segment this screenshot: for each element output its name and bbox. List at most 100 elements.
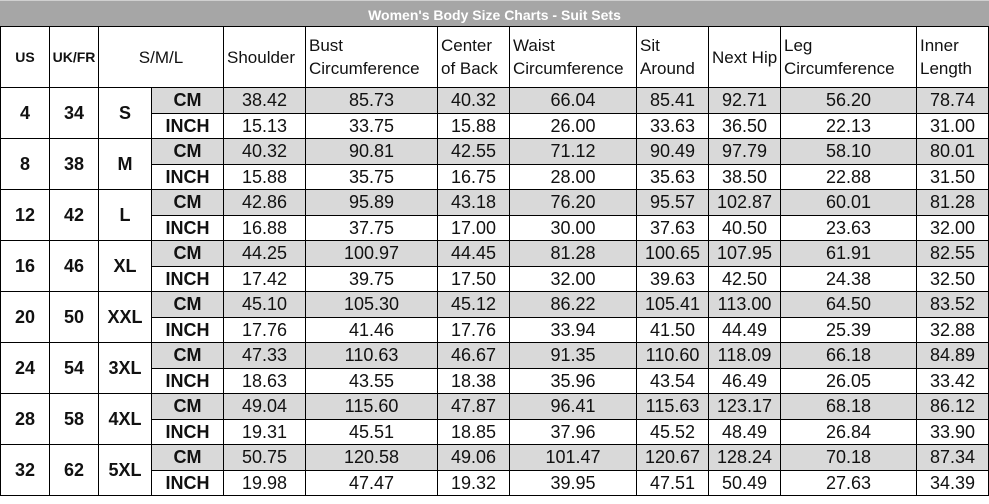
measure-cell: 33.94 [509, 316, 637, 343]
header-sit-around: Sit Around [636, 26, 709, 88]
measure-cell: 31.50 [916, 163, 989, 190]
table-row-M-inch: INCH 15.88 35.75 16.75 28.00 35.63 38.50 22.88 3… [1, 163, 989, 190]
measure-cell: 123.17 [708, 393, 781, 420]
measure-cell: 105.30 [305, 291, 438, 318]
unit-label: CM [151, 291, 224, 318]
table-row-4XL-cm: 28 58 4XL CM 49.04 115.60 47.87 96.41 115.63 123.… [0, 393, 989, 445]
measure-cell: 18.38 [437, 367, 510, 394]
measure-cell: 24.38 [780, 265, 917, 292]
measure-cell: 128.24 [708, 444, 781, 471]
measure-cell: 37.75 [305, 214, 438, 241]
measure-cell: 40.32 [223, 138, 306, 165]
measure-cell: 43.54 [636, 367, 709, 394]
letter-size: S [98, 87, 152, 139]
measure-cell: 95.89 [305, 189, 438, 216]
measure-cell: 64.50 [780, 291, 917, 318]
measure-cell: 42.55 [437, 138, 510, 165]
letter-size: M [98, 138, 152, 190]
unit-label: CM [151, 138, 224, 165]
measure-cell: 100.65 [636, 240, 709, 267]
header-row: US UK/FR S/M/L Shoulder Bust Circumferen… [0, 26, 989, 88]
measure-cell: 15.88 [223, 163, 306, 190]
table-row-XL-inch: INCH 17.42 39.75 17.50 32.00 39.63 42.50 24.38 3… [1, 265, 989, 292]
measure-cell: 17.76 [223, 316, 306, 343]
measure-cell: 17.76 [437, 316, 510, 343]
header-next-hip: Next Hip [708, 26, 781, 88]
measure-cell: 81.28 [916, 189, 989, 216]
table-row-3XL-inch: INCH 18.63 43.55 18.38 35.96 43.54 46.49 26.05 3… [1, 367, 989, 394]
measure-cell: 17.00 [437, 214, 510, 241]
measure-cell: 85.41 [636, 87, 709, 114]
measure-cell: 87.34 [916, 444, 989, 471]
header-bust: Bust Circumference [305, 26, 438, 88]
measure-cell: 35.96 [509, 367, 637, 394]
measure-cell: 56.20 [780, 87, 917, 114]
header-sml: S/M/L [98, 26, 224, 88]
measure-cell: 39.75 [305, 265, 438, 292]
header-inner-length: Inner Length [916, 26, 989, 88]
measure-cell: 28.00 [509, 163, 637, 190]
us-size: 12 [0, 189, 50, 241]
measure-cell: 90.81 [305, 138, 438, 165]
measure-cell: 19.32 [437, 469, 510, 496]
measure-cell: 19.31 [223, 418, 306, 445]
unit-label: CM [151, 444, 224, 471]
measure-cell: 47.87 [437, 393, 510, 420]
measure-cell: 101.47 [509, 444, 637, 471]
measure-cell: 46.67 [437, 342, 510, 369]
measure-cell: 32.50 [916, 265, 989, 292]
measure-cell: 18.85 [437, 418, 510, 445]
measure-cell: 22.88 [780, 163, 917, 190]
measure-cell: 43.55 [305, 367, 438, 394]
header-ukfr: UK/FR [49, 26, 99, 88]
measure-cell: 38.42 [223, 87, 306, 114]
measure-cell: 44.49 [708, 316, 781, 343]
measure-cell: 97.79 [708, 138, 781, 165]
measure-cell: 19.98 [223, 469, 306, 496]
measure-cell: 26.84 [780, 418, 917, 445]
table-row-XL-cm: 16 46 XL CM 44.25 100.97 44.45 81.28 100.65 107.9… [0, 240, 989, 292]
measure-cell: 39.63 [636, 265, 709, 292]
header-us: US [0, 26, 50, 88]
measure-cell: 81.28 [509, 240, 637, 267]
measure-cell: 47.33 [223, 342, 306, 369]
us-size: 32 [0, 444, 50, 496]
measure-cell: 120.58 [305, 444, 438, 471]
measure-cell: 36.50 [708, 112, 781, 139]
ukfr-size: 38 [49, 138, 99, 190]
measure-cell: 37.63 [636, 214, 709, 241]
table-row-M-cm: 8 38 M CM 40.32 90.81 42.55 71.12 90.49 97.79 58.1… [0, 138, 989, 190]
measure-cell: 118.09 [708, 342, 781, 369]
measure-cell: 25.39 [780, 316, 917, 343]
ukfr-size: 46 [49, 240, 99, 292]
table-row-L-cm: 12 42 L CM 42.86 95.89 43.18 76.20 95.57 102.87 60… [0, 189, 989, 241]
measure-cell: 71.12 [509, 138, 637, 165]
measure-cell: 95.57 [636, 189, 709, 216]
measure-cell: 26.05 [780, 367, 917, 394]
measure-cell: 38.50 [708, 163, 781, 190]
measure-cell: 100.97 [305, 240, 438, 267]
measure-cell: 26.00 [509, 112, 637, 139]
size-rows: 4 34 S CM 38.42 85.73 40.32 66.04 85.41 92.71 56.2… [0, 87, 989, 496]
measure-cell: 50.49 [708, 469, 781, 496]
measure-cell: 45.52 [636, 418, 709, 445]
measure-cell: 17.50 [437, 265, 510, 292]
measure-cell: 45.51 [305, 418, 438, 445]
measure-cell: 34.39 [916, 469, 989, 496]
table-row-XXL-inch: INCH 17.76 41.46 17.76 33.94 41.50 44.49 25.39 3… [1, 316, 989, 343]
measure-cell: 61.91 [780, 240, 917, 267]
measure-cell: 44.25 [223, 240, 306, 267]
measure-cell: 35.63 [636, 163, 709, 190]
measure-cell: 22.13 [780, 112, 917, 139]
measure-cell: 85.73 [305, 87, 438, 114]
measure-cell: 33.42 [916, 367, 989, 394]
us-size: 20 [0, 291, 50, 343]
measure-cell: 115.60 [305, 393, 438, 420]
measure-cell: 45.12 [437, 291, 510, 318]
unit-label: INCH [151, 418, 224, 445]
ukfr-size: 42 [49, 189, 99, 241]
ukfr-size: 34 [49, 87, 99, 139]
measure-cell: 50.75 [223, 444, 306, 471]
letter-size: XL [98, 240, 152, 292]
measure-cell: 37.96 [509, 418, 637, 445]
